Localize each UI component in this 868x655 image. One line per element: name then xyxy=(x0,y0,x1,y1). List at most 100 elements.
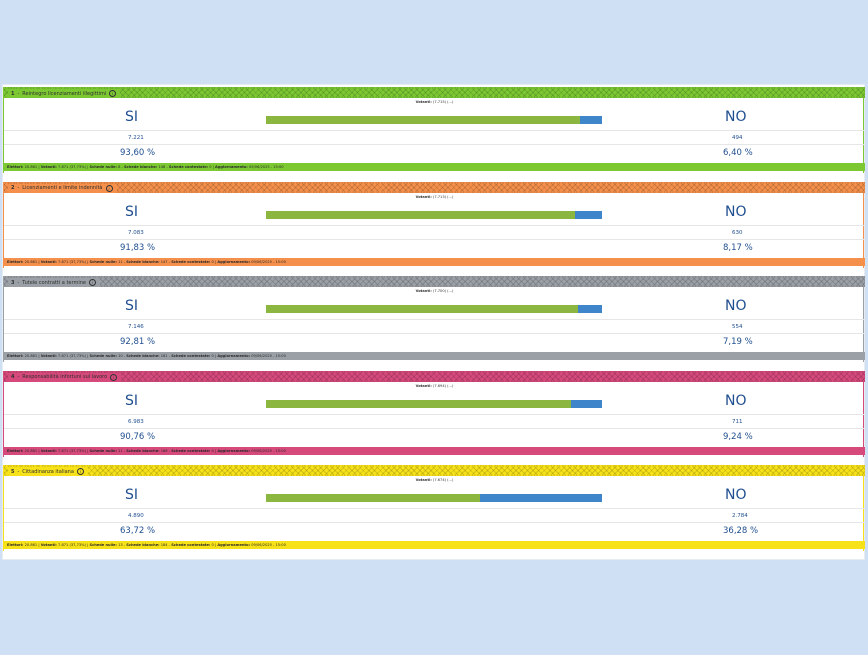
info-circle-icon[interactable]: i xyxy=(105,184,113,192)
divider xyxy=(4,427,865,429)
si-percentage: 90,76 % xyxy=(120,431,156,442)
referendum-card-1: 1 - Reintegro licenziamenti illegittimi … xyxy=(3,87,865,173)
no-count: 2.784 xyxy=(732,513,748,519)
elettori-label: Elettori: xyxy=(7,354,24,358)
referendum-title-tag[interactable]: 3 - Tutele contratti a termine i xyxy=(8,278,100,287)
schede-nulle-label: Schede nulle: xyxy=(89,543,117,547)
votanti-footer-label: Votanti: xyxy=(40,354,57,358)
schede-nulle-value: 13 xyxy=(118,543,123,547)
no-percentage: 9,24 % xyxy=(723,431,753,442)
divider xyxy=(4,130,865,131)
aggiornamento-value: 09/06/2025 - 15:00 xyxy=(251,448,286,453)
divider xyxy=(4,522,865,523)
si-bar-fill xyxy=(266,305,578,313)
si-count: 7.083 xyxy=(128,229,144,236)
referendum-header: 2 - Licenziamenti e limite indennità i xyxy=(4,182,865,193)
si-percentage: 93,60 % xyxy=(120,148,156,158)
dash-separator: - xyxy=(17,374,20,380)
votanti-footer-value: 7.871 (37,73%) xyxy=(58,259,86,264)
si-percentage: 92,81 % xyxy=(120,337,156,347)
aggiornamento-value: 09/06/2025 - 15:00 xyxy=(251,259,286,264)
aggiornamento-value: 09/06/2025 - 15:00 xyxy=(248,165,284,169)
elettori-value: 20.861 xyxy=(24,354,38,358)
si-label: SI xyxy=(125,392,139,409)
schede-contestate-label: Schede contestate: xyxy=(171,448,211,453)
schede-bianche-value: 184 xyxy=(160,543,168,547)
votanti-footer-label: Votanti: xyxy=(40,259,57,264)
schede-contestate-value: 0 xyxy=(209,165,212,169)
schede-bianche-value: 161 xyxy=(160,354,168,358)
referendum-card-5: 5 - Cittadinanza italiana i Votanti: (7.… xyxy=(3,465,865,551)
schede-nulle-value: 11 xyxy=(118,448,123,453)
referendum-number: 2 xyxy=(11,185,15,191)
schede-bianche-label: Schede bianche: xyxy=(126,543,160,547)
info-circle-icon[interactable]: i xyxy=(109,90,117,97)
referendum-title-tag[interactable]: 1 - Reintegro licenziamenti illegittimi … xyxy=(8,89,121,98)
votanti-line: Votanti: (7.713) (...) xyxy=(4,195,865,199)
no-label: NO xyxy=(725,109,747,125)
referendum-footer-stats: Elettori: 20.861 | Votanti: 7.871 (37,73… xyxy=(4,446,865,455)
no-label: NO xyxy=(725,203,747,220)
referendum-title-tag[interactable]: 4 - Responsabilità infortuni sul lavoro … xyxy=(8,372,122,382)
si-no-progress-bar xyxy=(266,116,602,124)
divider xyxy=(4,238,865,240)
votanti-value: (7.674) (...) xyxy=(432,478,454,482)
si-bar-fill xyxy=(266,399,571,408)
referendum-number: 5 xyxy=(11,468,15,475)
referendum-header: 4 - Responsabilità infortuni sul lavoro … xyxy=(4,371,865,382)
si-bar-fill xyxy=(266,210,575,219)
schede-contestate-value: 0 xyxy=(211,448,214,453)
referendum-title: Tutele contratti a termine xyxy=(22,279,86,286)
referendum-number: 4 xyxy=(11,374,15,380)
referendum-card-3: 3 - Tutele contratti a termine i Votanti… xyxy=(3,276,865,362)
si-no-progress-bar xyxy=(266,494,602,502)
referendum-card-4: 4 - Responsabilità infortuni sul lavoro … xyxy=(3,370,865,457)
no-count: 630 xyxy=(732,229,743,236)
votanti-line: Votanti: (7.700) (...) xyxy=(4,289,865,293)
votanti-footer-value: 7.871 (37,73%) xyxy=(58,448,86,453)
elettori-label: Elettori: xyxy=(7,448,24,453)
no-label: NO xyxy=(725,487,747,503)
schede-contestate-value: 0 xyxy=(211,354,214,358)
aggiornamento-value: 09/06/2025 - 15:00 xyxy=(251,354,286,358)
no-count: 494 xyxy=(732,135,743,141)
schede-bianche-label: Schede bianche: xyxy=(126,448,160,453)
aggiornamento-label: Aggiornamento: xyxy=(217,543,251,547)
referendum-header: 5 - Cittadinanza italiana i xyxy=(4,465,865,476)
referendum-footer-stats: Elettori: 20.861 | Votanti: 7.871 (37,73… xyxy=(4,163,865,171)
votanti-footer-label: Votanti: xyxy=(40,165,57,169)
votanti-label: Votanti: xyxy=(415,289,432,293)
si-label: SI xyxy=(125,203,139,220)
schede-nulle-value: 10 xyxy=(118,354,123,358)
si-count: 7.221 xyxy=(128,135,144,141)
elettori-value: 20.861 xyxy=(24,165,38,169)
referendum-title-tag[interactable]: 2 - Licenziamenti e limite indennità i xyxy=(8,183,117,193)
elettori-label: Elettori: xyxy=(7,165,24,169)
elettori-label: Elettori: xyxy=(7,543,24,547)
referendum-title-tag[interactable]: 5 - Cittadinanza italiana i xyxy=(8,467,88,476)
si-bar-fill xyxy=(266,116,581,124)
no-percentage: 7,19 % xyxy=(723,337,753,347)
referendum-header: 1 - Reintegro licenziamenti illegittimi … xyxy=(4,87,865,98)
schede-bianche-label: Schede bianche: xyxy=(123,165,158,169)
votanti-value: (7.700) (...) xyxy=(432,289,454,293)
info-circle-icon[interactable]: i xyxy=(76,468,84,475)
si-count: 7.146 xyxy=(128,324,144,330)
aggiornamento-label: Aggiornamento: xyxy=(215,165,248,169)
referendum-results-panel: 1 - Reintegro licenziamenti illegittimi … xyxy=(2,84,865,560)
no-label: NO xyxy=(725,298,747,314)
schede-contestate-label: Schede contestate: xyxy=(168,165,209,169)
divider xyxy=(4,508,865,509)
divider xyxy=(4,224,865,226)
info-circle-icon[interactable]: i xyxy=(110,373,118,381)
dash-separator: - xyxy=(17,185,20,191)
schede-contestate-label: Schede contestate: xyxy=(171,259,211,264)
si-bar-fill xyxy=(266,494,481,502)
votanti-label: Votanti: xyxy=(415,383,432,388)
schede-contestate-label: Schede contestate: xyxy=(171,354,211,358)
no-percentage: 6,40 % xyxy=(723,148,753,158)
schede-bianche-label: Schede bianche: xyxy=(126,354,160,358)
divider xyxy=(4,333,865,334)
info-circle-icon[interactable]: i xyxy=(88,279,96,286)
si-count: 4.890 xyxy=(128,513,144,519)
